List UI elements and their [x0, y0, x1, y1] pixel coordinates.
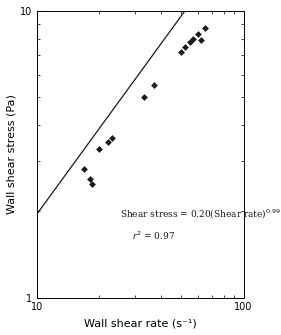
Point: [97, 146, 101, 152]
Text: $r^{2}$ = 0.97: $r^{2}$ = 0.97: [132, 230, 175, 242]
Point: [198, 38, 203, 43]
Point: [87, 176, 92, 181]
Point: [152, 83, 157, 88]
Point: [90, 181, 94, 186]
Point: [142, 94, 146, 100]
Y-axis label: Wall shear stress (Pa): Wall shear stress (Pa): [7, 94, 17, 214]
Point: [105, 139, 110, 144]
Point: [179, 49, 183, 55]
Point: [196, 31, 200, 37]
Point: [191, 36, 195, 42]
Text: Shear stress = 0.20(Shear rate)$^{0.99}$: Shear stress = 0.20(Shear rate)$^{0.99}$: [119, 207, 281, 221]
Point: [203, 25, 207, 31]
Point: [82, 167, 87, 172]
X-axis label: Wall shear rate (s⁻¹): Wall shear rate (s⁻¹): [84, 318, 197, 328]
Point: [188, 39, 192, 45]
Point: [183, 44, 187, 50]
Point: [109, 135, 114, 141]
